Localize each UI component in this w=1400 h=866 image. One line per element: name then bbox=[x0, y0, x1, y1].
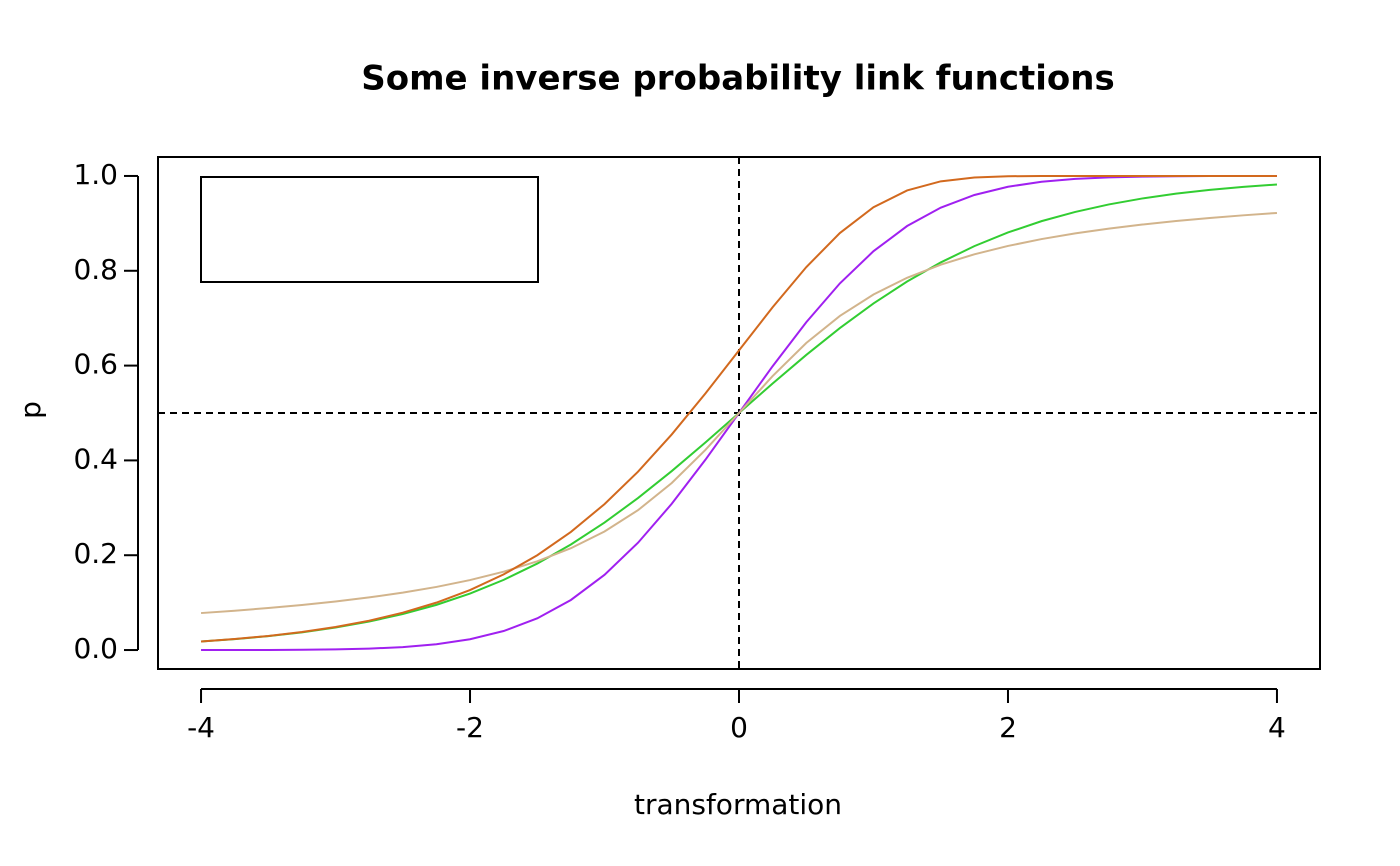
y-tick-label: 0.4 bbox=[73, 442, 118, 475]
x-tick-label: -2 bbox=[456, 711, 484, 744]
chart-title: Some inverse probability link functions bbox=[361, 59, 1114, 99]
line-series bbox=[200, 211, 1278, 615]
legend-box bbox=[200, 176, 539, 283]
x-tick-label: -4 bbox=[187, 711, 215, 744]
x-axis-label: transformation bbox=[634, 788, 842, 821]
y-tick-label: 0.2 bbox=[73, 537, 118, 570]
y-tick-label: 0.0 bbox=[73, 632, 118, 665]
y-tick-label: 0.6 bbox=[73, 348, 118, 381]
y-tick-label: 0.8 bbox=[73, 253, 118, 286]
x-tick-label: 0 bbox=[730, 711, 748, 744]
x-tick-label: 4 bbox=[1268, 711, 1286, 744]
x-tick-label: 2 bbox=[999, 711, 1017, 744]
y-tick-label: 1.0 bbox=[73, 158, 118, 191]
y-axis-label: p bbox=[14, 401, 47, 419]
line-series bbox=[200, 174, 1277, 643]
